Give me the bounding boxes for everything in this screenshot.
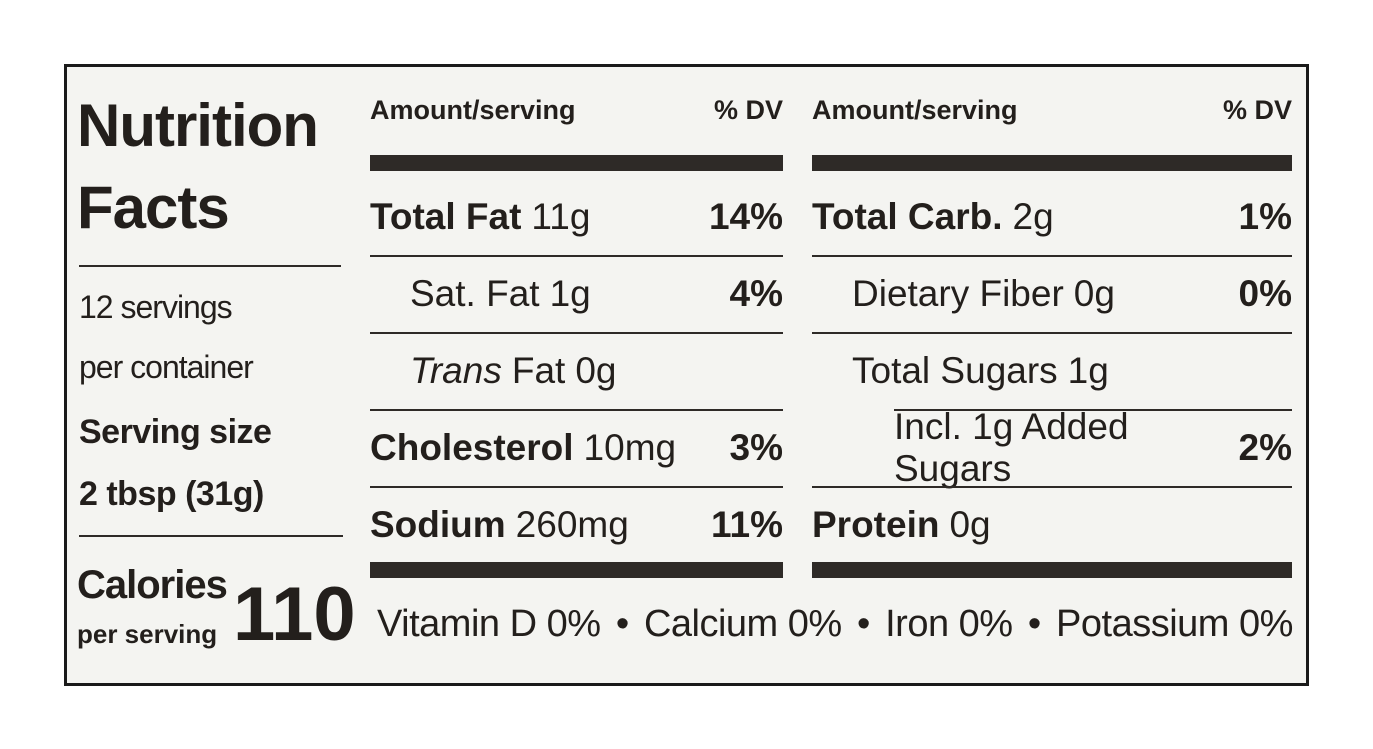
row-rule: [370, 486, 783, 488]
nutrient-name: Cholesterol: [370, 426, 574, 468]
row-rule: [812, 486, 1292, 488]
nutrient-row: Sodium 260mg 11%: [370, 486, 783, 563]
nutrient-row: Sat. Fat 1g 4%: [410, 255, 783, 332]
thick-rule: [812, 562, 1292, 578]
nutrient-dv: 2%: [1238, 426, 1292, 468]
calories-sub: per serving: [77, 619, 218, 649]
vitamin: Potassium 0%: [1056, 603, 1293, 645]
nutrient-amount: 0g: [575, 349, 617, 391]
nutrient-dv: 0%: [1238, 272, 1292, 314]
row-rule: [370, 255, 783, 257]
nutrient-amount: 260mg: [515, 503, 629, 545]
nutrient-name: Incl. 1g Added Sugars: [894, 405, 1129, 489]
header-amount: Amount/serving: [812, 95, 1018, 125]
header-amount: Amount/serving: [370, 95, 576, 125]
vitamin: Vitamin D 0%: [377, 603, 601, 645]
servings: 12 servings: [79, 289, 233, 325]
nutrient-row: Total Sugars 1g: [852, 332, 1292, 409]
nutrient-name: Protein: [812, 503, 940, 545]
nutrient-amount: 11g: [531, 195, 591, 237]
thick-rule: [370, 562, 783, 578]
nutrient-name: Sodium: [370, 503, 506, 545]
nutrient-name: Total Fat: [370, 195, 522, 237]
nutrient-row: Total Fat 11g 14%: [370, 178, 783, 255]
nutrient-dv: 4%: [729, 272, 783, 314]
calories-label: Calories: [77, 563, 228, 607]
serving-size: 2 tbsp (31g): [79, 475, 264, 513]
nutrient-name: Fat: [511, 349, 566, 391]
nutrient-row: Protein 0g: [812, 486, 1292, 563]
nutrient-italic: Trans: [410, 349, 502, 391]
nutrition-label: Nutrition Facts 12 servings per containe…: [64, 64, 1309, 686]
nutrient-dv: 1%: [1238, 195, 1292, 237]
nutrient-name: Dietary Fiber: [852, 272, 1064, 314]
row-rule: [370, 332, 783, 334]
thick-rule: [370, 155, 783, 171]
nutrient-amount: 0g: [949, 503, 991, 545]
nutrient-amount: 1g: [1067, 349, 1109, 391]
header-dv: % DV: [1222, 95, 1292, 125]
nutrient-dv: 14%: [708, 195, 783, 237]
nutrient-name: Sat. Fat: [410, 272, 540, 314]
nutrient-row: Incl. 1g Added Sugars 2%: [894, 406, 1292, 489]
header-dv: % DV: [713, 95, 783, 125]
divider: [79, 265, 341, 267]
calories: 110: [233, 572, 356, 657]
nutrient-amount: 10mg: [583, 426, 677, 468]
nutrient-amount: 1g: [549, 272, 591, 314]
separator: •: [615, 603, 629, 645]
divider: [79, 535, 343, 537]
nutrient-row: Total Carb. 2g 1%: [812, 178, 1292, 255]
row-rule: [812, 255, 1292, 257]
vitamin: Calcium 0%: [643, 603, 842, 645]
servings: per container: [79, 349, 254, 385]
column-header: Amount/serving % DV: [370, 95, 783, 126]
nutrient-amount: 0g: [1073, 272, 1115, 314]
vitamin: Iron 0%: [885, 603, 1013, 645]
nutrient-row: Cholesterol 10mg 3%: [370, 409, 783, 486]
serving-size-label: Serving size: [79, 413, 272, 451]
nutrient-dv: 11%: [710, 503, 783, 545]
nutrient-name: Total Sugars: [852, 349, 1058, 391]
nutrient-row: Trans Fat 0g: [410, 332, 783, 409]
row-rule: [812, 332, 1292, 334]
title: Nutrition Facts: [77, 92, 319, 241]
nutrient-amount: 2g: [1012, 195, 1054, 237]
nutrient-name: Total Carb.: [812, 195, 1003, 237]
row-rule: [370, 409, 783, 411]
nutrient-row: Dietary Fiber 0g 0%: [852, 255, 1292, 332]
separator: •: [857, 603, 870, 645]
separator: •: [1027, 603, 1041, 645]
vitamins: Vitamin D 0% • Calcium 0% • Iron 0% • Potassiu…: [377, 603, 1293, 646]
thick-rule: [812, 155, 1292, 171]
row-rule: [894, 409, 1292, 411]
nutrient-dv: 3%: [729, 426, 783, 468]
column-header: Amount/serving % DV: [812, 95, 1292, 126]
